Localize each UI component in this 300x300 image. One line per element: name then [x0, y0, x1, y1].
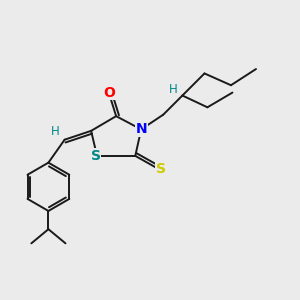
Text: H: H: [51, 125, 60, 138]
Text: H: H: [169, 82, 178, 95]
Text: N: N: [135, 122, 147, 136]
Text: S: S: [156, 162, 166, 176]
Text: O: O: [103, 85, 115, 100]
Text: S: S: [91, 149, 100, 163]
